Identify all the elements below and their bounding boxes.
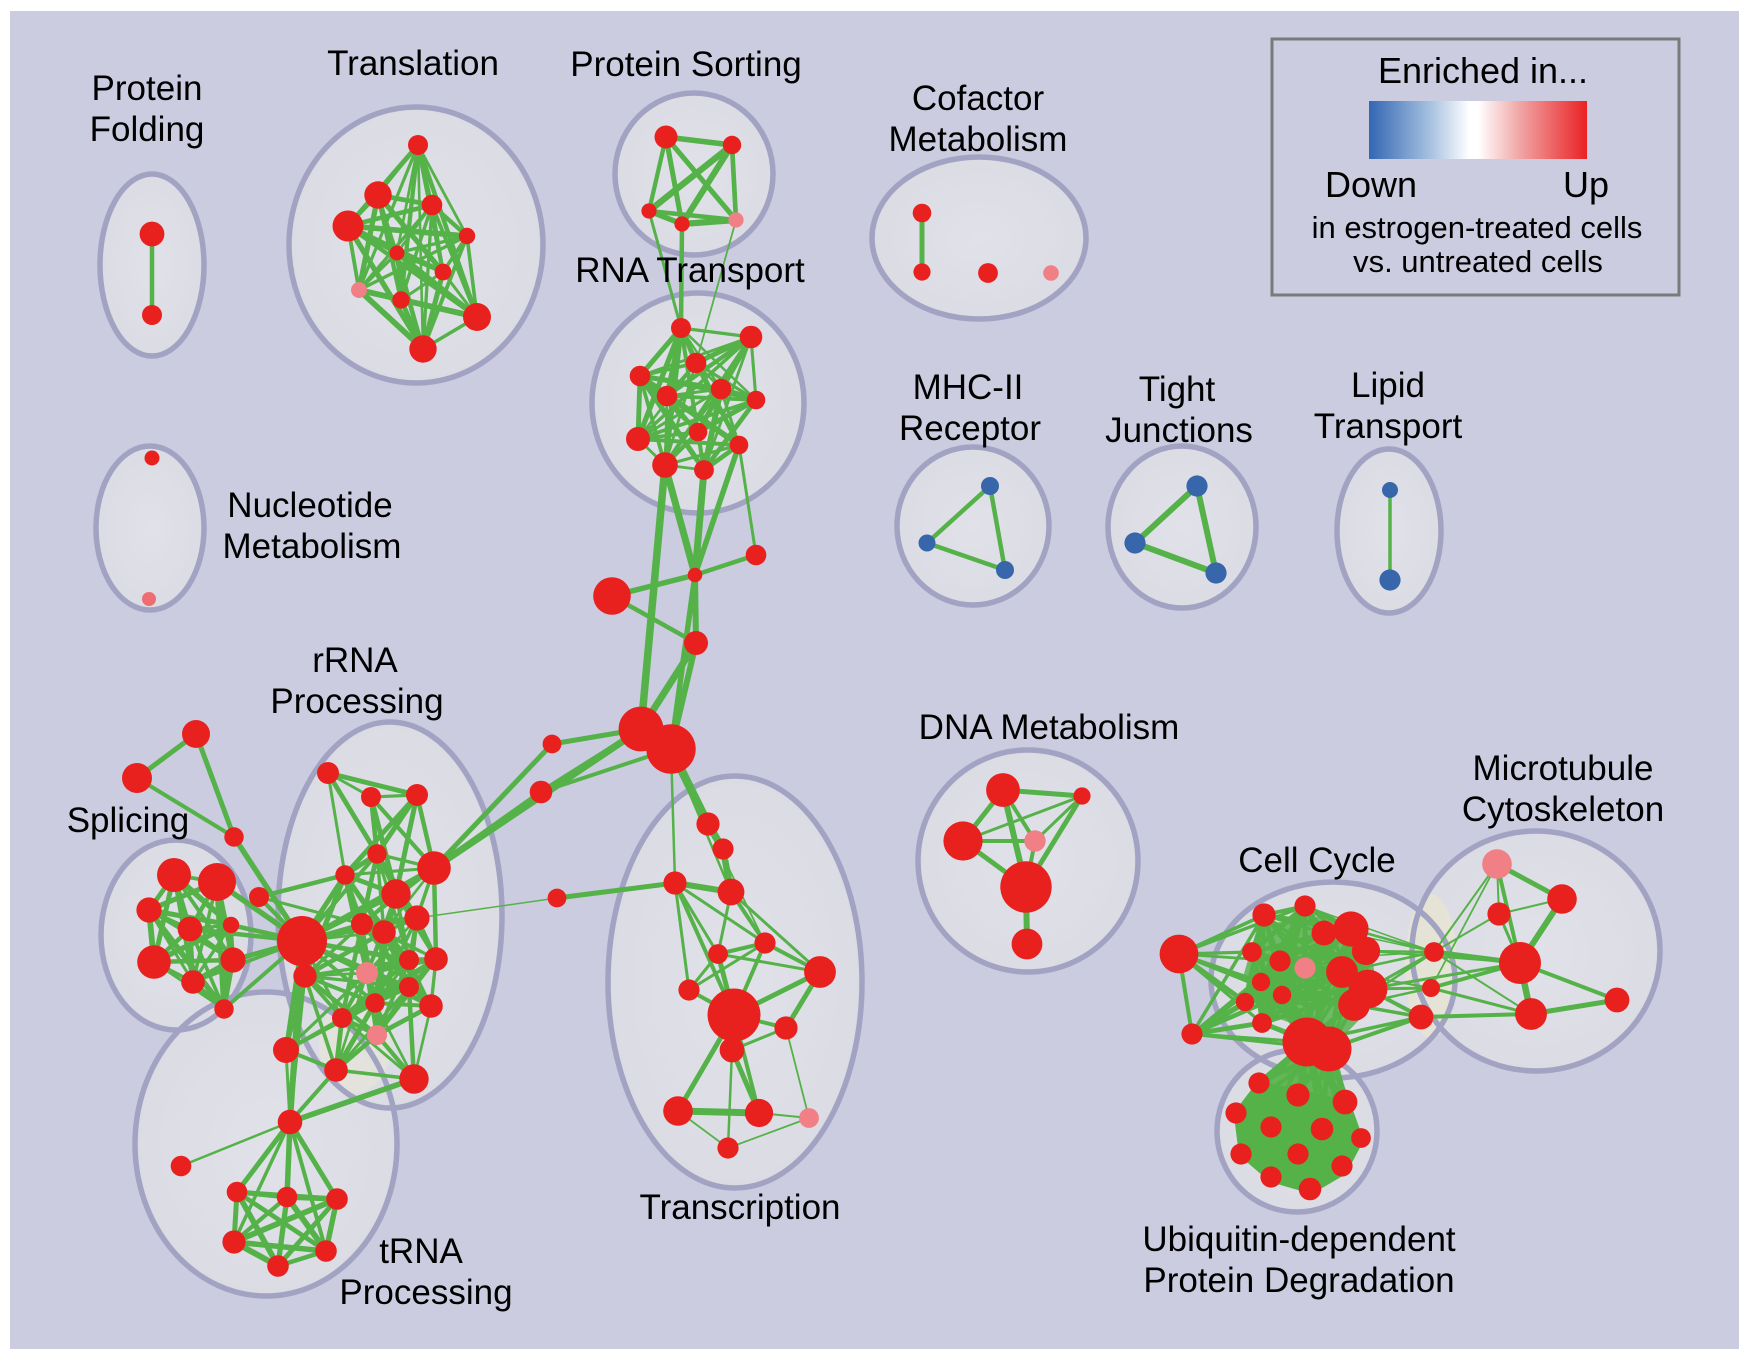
svg-text:Splicing: Splicing [67, 801, 190, 840]
svg-text:Cell Cycle: Cell Cycle [1238, 841, 1396, 880]
svg-text:Junctions: Junctions [1105, 411, 1253, 450]
svg-text:Enriched in...: Enriched in... [1378, 50, 1588, 91]
svg-text:Tight: Tight [1139, 370, 1216, 409]
svg-text:vs. untreated cells: vs. untreated cells [1353, 244, 1603, 279]
svg-text:in estrogen-treated cells: in estrogen-treated cells [1312, 210, 1643, 245]
svg-text:Protein Sorting: Protein Sorting [570, 45, 802, 84]
svg-text:RNA Transport: RNA Transport [575, 251, 805, 290]
svg-text:Nucleotide: Nucleotide [227, 486, 392, 525]
svg-text:Protein: Protein [92, 69, 203, 108]
svg-text:Down: Down [1325, 164, 1417, 205]
svg-text:Translation: Translation [327, 44, 499, 83]
svg-text:Up: Up [1563, 164, 1609, 205]
svg-text:Processing: Processing [270, 682, 443, 721]
svg-text:Lipid: Lipid [1351, 366, 1425, 405]
svg-text:Folding: Folding [90, 110, 205, 149]
svg-text:MHC-II: MHC-II [913, 368, 1024, 407]
svg-text:Cofactor: Cofactor [912, 79, 1045, 118]
svg-text:Microtubule: Microtubule [1473, 749, 1654, 788]
svg-text:Metabolism: Metabolism [889, 120, 1068, 159]
svg-text:Processing: Processing [339, 1273, 512, 1312]
svg-text:Ubiquitin-dependent: Ubiquitin-dependent [1142, 1220, 1456, 1259]
svg-text:rRNA: rRNA [312, 641, 398, 680]
svg-text:Protein Degradation: Protein Degradation [1143, 1261, 1454, 1300]
svg-text:tRNA: tRNA [379, 1232, 463, 1271]
svg-text:Transcription: Transcription [640, 1188, 841, 1227]
svg-text:Receptor: Receptor [899, 409, 1041, 448]
svg-text:Metabolism: Metabolism [223, 527, 402, 566]
svg-text:Cytoskeleton: Cytoskeleton [1462, 790, 1664, 829]
svg-text:DNA Metabolism: DNA Metabolism [919, 708, 1180, 747]
svg-text:Transport: Transport [1314, 407, 1463, 446]
